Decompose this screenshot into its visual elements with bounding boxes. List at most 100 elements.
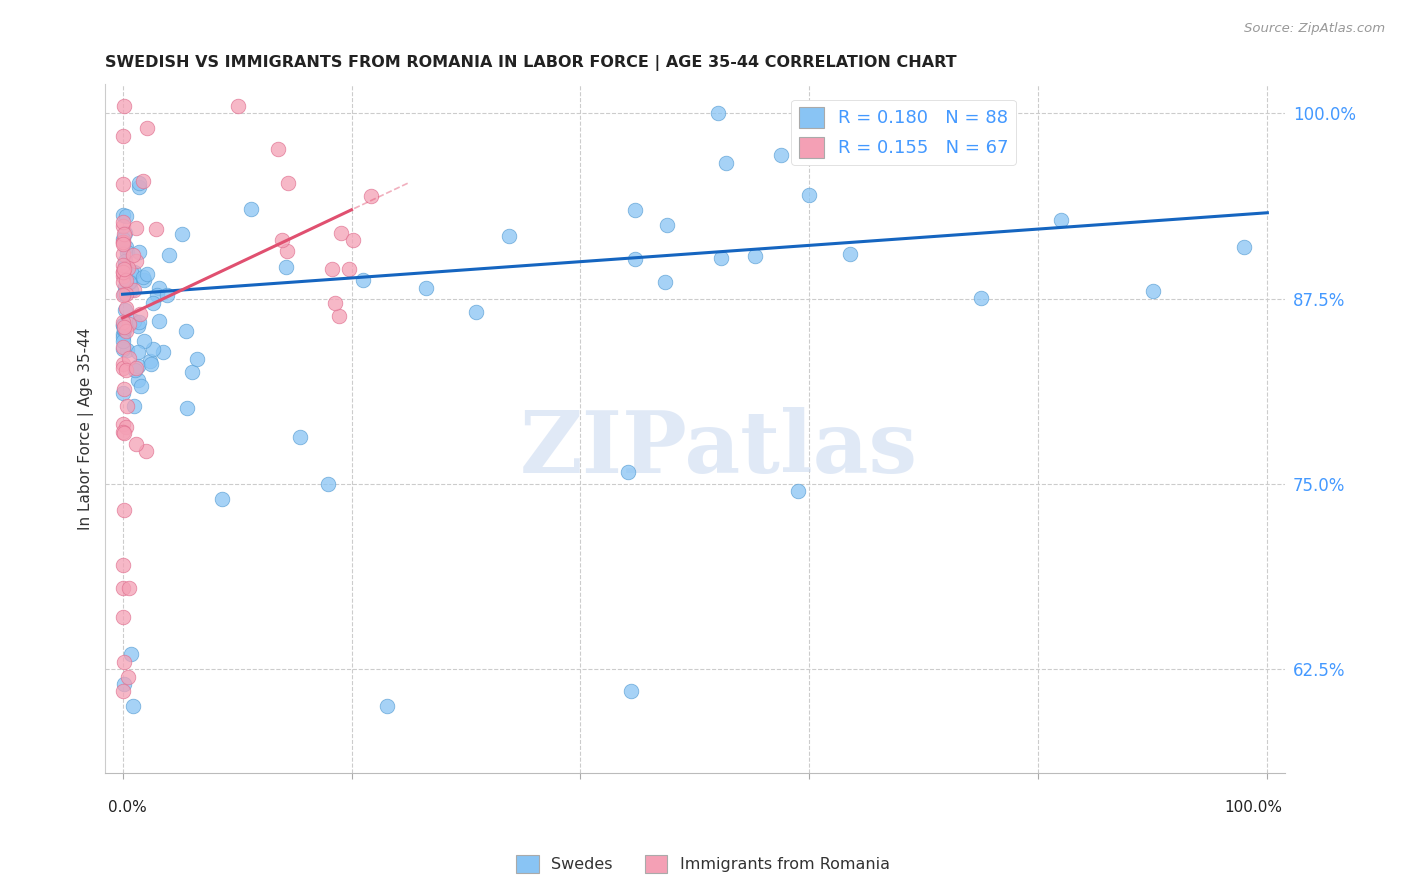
- Point: [111, 235, 134, 250]
- Point: [1050, 213, 1073, 227]
- Point: [174, 324, 197, 338]
- Point: [122, 248, 145, 262]
- Point: [112, 227, 135, 241]
- Point: [111, 357, 134, 371]
- Point: [112, 502, 135, 516]
- Point: [125, 253, 148, 268]
- Point: [787, 484, 810, 499]
- Point: [186, 351, 208, 366]
- Point: [111, 265, 134, 279]
- Point: [157, 248, 180, 262]
- Point: [111, 177, 134, 191]
- Point: [142, 295, 165, 310]
- Point: [239, 202, 262, 216]
- Point: [117, 244, 139, 259]
- Point: [617, 465, 640, 479]
- Point: [464, 305, 486, 319]
- Point: [111, 287, 134, 301]
- Point: [135, 121, 157, 136]
- Point: [114, 287, 136, 301]
- Point: [114, 209, 136, 223]
- Point: [112, 99, 135, 113]
- Point: [111, 208, 134, 222]
- Point: [128, 244, 150, 259]
- Point: [117, 260, 139, 275]
- Point: [112, 382, 135, 396]
- Point: [122, 699, 145, 714]
- Legend: R = 0.180   N = 88, R = 0.155   N = 67: R = 0.180 N = 88, R = 0.155 N = 67: [792, 100, 1017, 165]
- Point: [122, 313, 145, 327]
- Point: [156, 288, 179, 302]
- Y-axis label: In Labor Force | Age 35-44: In Labor Force | Age 35-44: [79, 327, 94, 530]
- Point: [132, 334, 155, 349]
- Point: [337, 262, 360, 277]
- Point: [111, 417, 134, 431]
- Point: [970, 291, 993, 305]
- Point: [624, 203, 647, 218]
- Point: [111, 314, 134, 328]
- Point: [118, 275, 141, 289]
- Point: [112, 262, 135, 277]
- Point: [112, 235, 135, 249]
- Text: Source: ZipAtlas.com: Source: ZipAtlas.com: [1244, 22, 1385, 36]
- Point: [415, 281, 437, 295]
- Point: [267, 142, 290, 156]
- Point: [114, 302, 136, 317]
- Point: [129, 307, 152, 321]
- Point: [125, 361, 148, 376]
- Point: [276, 244, 298, 258]
- Point: [117, 343, 139, 358]
- Point: [1233, 240, 1256, 254]
- Point: [129, 378, 152, 392]
- Point: [288, 430, 311, 444]
- Point: [146, 287, 169, 301]
- Point: [112, 215, 135, 229]
- Point: [111, 340, 134, 354]
- Point: [114, 259, 136, 273]
- Point: [132, 174, 155, 188]
- Point: [112, 677, 135, 691]
- Text: 0.0%: 0.0%: [108, 799, 146, 814]
- Point: [132, 270, 155, 285]
- Text: 100.0%: 100.0%: [1225, 799, 1282, 814]
- Point: [707, 106, 730, 120]
- Point: [122, 265, 145, 279]
- Point: [111, 219, 134, 234]
- Point: [839, 246, 862, 260]
- Point: [148, 281, 170, 295]
- Text: ZIPatlas: ZIPatlas: [520, 407, 918, 491]
- Point: [172, 227, 194, 241]
- Point: [111, 265, 134, 279]
- Point: [498, 229, 520, 244]
- Point: [276, 260, 298, 274]
- Point: [655, 218, 678, 232]
- Point: [136, 268, 159, 282]
- Point: [115, 324, 138, 338]
- Point: [111, 327, 134, 342]
- Point: [714, 155, 737, 169]
- Point: [799, 188, 821, 202]
- Point: [111, 128, 134, 143]
- Point: [710, 251, 733, 265]
- Point: [1142, 285, 1164, 299]
- Point: [323, 296, 346, 310]
- Point: [111, 342, 134, 356]
- Point: [112, 286, 135, 301]
- Point: [148, 314, 170, 328]
- Point: [226, 99, 249, 113]
- Point: [127, 373, 149, 387]
- Point: [342, 233, 364, 247]
- Point: [111, 360, 134, 375]
- Point: [127, 319, 149, 334]
- Point: [111, 318, 134, 332]
- Point: [122, 399, 145, 413]
- Point: [124, 363, 146, 377]
- Point: [139, 357, 162, 371]
- Point: [114, 273, 136, 287]
- Point: [111, 232, 134, 246]
- Point: [115, 399, 138, 413]
- Point: [132, 273, 155, 287]
- Point: [270, 233, 292, 247]
- Point: [120, 283, 142, 297]
- Point: [111, 275, 134, 289]
